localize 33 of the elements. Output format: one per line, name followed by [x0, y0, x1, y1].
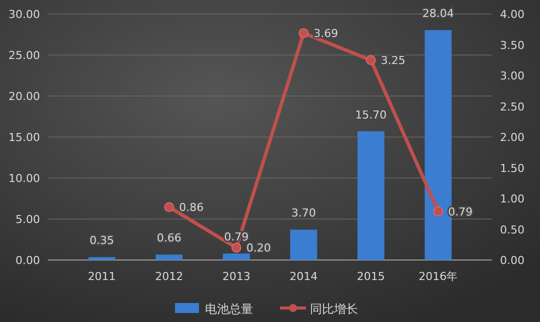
data-label: 3.25 [380, 54, 406, 68]
y-tick-label: 30.00 [8, 8, 40, 21]
y2-tick-label: 1.50 [500, 162, 524, 175]
x-tick-label: 2011 [88, 270, 116, 283]
y2-tick-label: 3.50 [500, 38, 524, 52]
y2-tick-label: 1.00 [500, 192, 524, 206]
data-label: 0.66 [156, 232, 182, 245]
x-tick-label: 2016年 [418, 270, 458, 283]
data-label: 0.86 [179, 201, 204, 214]
x-tick-label: 2013 [222, 270, 250, 283]
legend-label: 电池总量 [205, 302, 253, 316]
y2-tick-label: 4.00 [500, 8, 524, 21]
y-tick-label: 15.00 [8, 131, 40, 144]
y2-tick-label: 0.50 [500, 223, 524, 236]
y-tick-label: 5.00 [16, 213, 40, 226]
data-label: 3.70 [291, 206, 316, 220]
y-tick-label: 25.00 [8, 49, 40, 62]
y2-tick-label: 3.00 [500, 70, 524, 82]
data-label: 15.70 [355, 108, 387, 122]
legend-label: 同比增长 [310, 302, 358, 316]
data-label: 0.20 [246, 242, 271, 255]
data-label: 3.69 [314, 27, 338, 40]
x-tick-label: 2015 [356, 270, 385, 283]
y2-tick-label: 2.50 [500, 100, 524, 114]
y-tick-label: 10.00 [8, 172, 40, 185]
data-label: 0.35 [90, 234, 114, 248]
data-label: 28.04 [422, 7, 454, 20]
x-tick-label: 2012 [155, 270, 184, 283]
y-tick-label: 20.00 [8, 90, 40, 103]
x-tick-label: 2014 [290, 270, 318, 283]
y-tick-label: 0.00 [16, 254, 40, 267]
y2-tick-label: 0.00 [500, 254, 524, 267]
y2-tick-label: 2.00 [500, 131, 524, 144]
